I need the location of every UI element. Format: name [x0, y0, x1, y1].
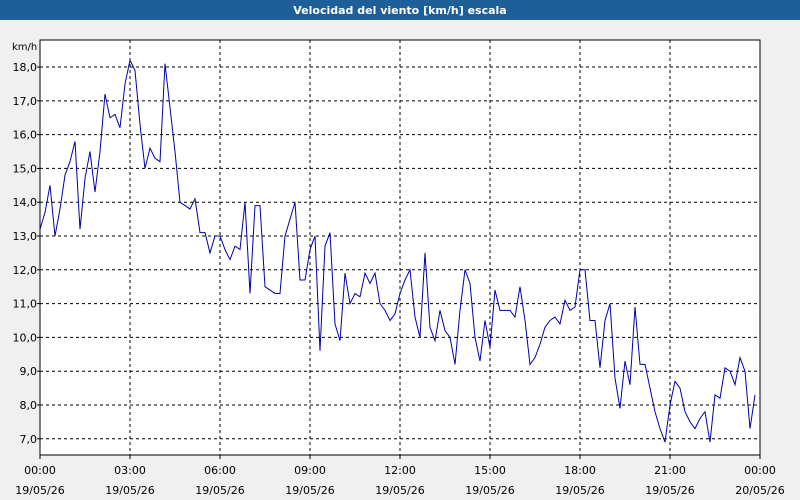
y-tick-label: 9,0: [20, 365, 38, 378]
x-tick-date: 19/05/26: [15, 484, 64, 497]
x-tick-date: 19/05/26: [285, 484, 334, 497]
x-tick-date: 19/05/26: [645, 484, 694, 497]
title-bar: [0, 0, 800, 20]
x-tick-label: 00:00: [744, 464, 776, 477]
x-tick-label: 18:00: [564, 464, 596, 477]
x-tick-date: 20/05/26: [735, 484, 784, 497]
x-tick-label: 12:00: [384, 464, 416, 477]
plot-area: [39, 39, 761, 456]
y-tick-label: 8,0: [20, 399, 38, 412]
x-tick-date: 19/05/26: [555, 484, 604, 497]
chart-title: Velocidad del viento [km/h] escala: [293, 4, 506, 17]
y-tick-label: 18,0: [13, 61, 38, 74]
y-tick-label: 13,0: [13, 230, 38, 243]
y-tick-label: 7,0: [20, 433, 38, 446]
line-series: [39, 58, 756, 443]
y-tick-label: 10,0: [13, 331, 38, 344]
y-tick-label: 11,0: [13, 298, 38, 311]
x-tick-label: 00:00: [24, 464, 56, 477]
y-tick-label: 16,0: [13, 129, 38, 142]
x-tick-label: 03:00: [114, 464, 146, 477]
x-tick-date: 19/05/26: [465, 484, 514, 497]
x-tick-date: 19/05/26: [105, 484, 154, 497]
y-tick-label: 17,0: [13, 95, 38, 108]
y-tick-label: 14,0: [13, 196, 38, 209]
y-tick-label: 15,0: [13, 162, 38, 175]
y-tick-label: 12,0: [13, 264, 38, 277]
x-tick-label: 06:00: [204, 464, 236, 477]
x-tick-date: 19/05/26: [195, 484, 244, 497]
y-axis-label: km/h: [12, 42, 37, 53]
x-tick-label: 09:00: [294, 464, 326, 477]
x-tick-label: 21:00: [654, 464, 686, 477]
x-tick-label: 15:00: [474, 464, 506, 477]
x-tick-date: 19/05/26: [375, 484, 424, 497]
